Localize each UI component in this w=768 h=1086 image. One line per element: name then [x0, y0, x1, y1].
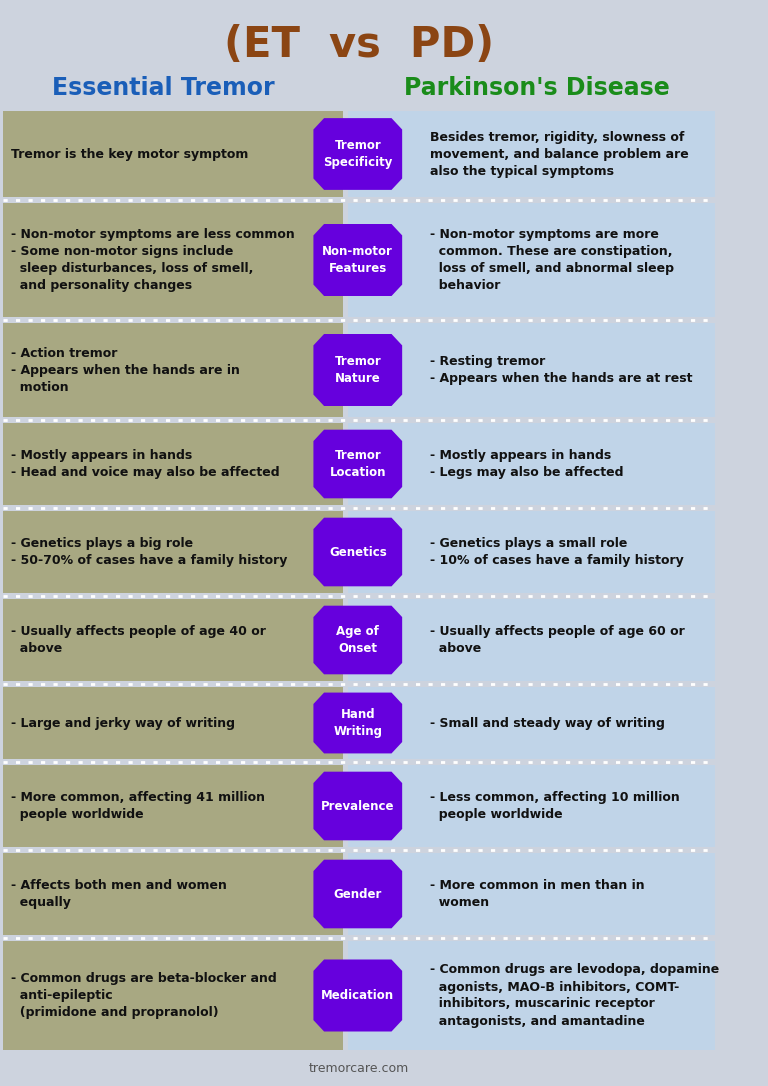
FancyBboxPatch shape: [349, 111, 715, 197]
Text: Tremor is the key motor symptom: Tremor is the key motor symptom: [12, 148, 249, 161]
FancyBboxPatch shape: [349, 765, 715, 847]
Text: Hand
Writing: Hand Writing: [333, 708, 382, 737]
Text: - Common drugs are levodopa, dopamine
  agonists, MAO-B inhibitors, COMT-
  inhi: - Common drugs are levodopa, dopamine ag…: [430, 963, 719, 1027]
Text: Gender: Gender: [333, 887, 382, 900]
Text: - Mostly appears in hands
- Legs may also be affected: - Mostly appears in hands - Legs may als…: [430, 449, 623, 479]
Text: - Genetics plays a small role
- 10% of cases have a family history: - Genetics plays a small role - 10% of c…: [430, 536, 684, 567]
Polygon shape: [313, 606, 402, 674]
Text: - Mostly appears in hands
- Head and voice may also be affected: - Mostly appears in hands - Head and voi…: [12, 449, 280, 479]
FancyBboxPatch shape: [3, 599, 343, 681]
Text: - Common drugs are beta-blocker and
  anti-epileptic
  (primidone and propranolo: - Common drugs are beta-blocker and anti…: [12, 972, 277, 1019]
Polygon shape: [313, 860, 402, 929]
FancyBboxPatch shape: [3, 765, 343, 847]
Text: - Non-motor symptoms are less common
- Some non-motor signs include
  sleep dist: - Non-motor symptoms are less common - S…: [12, 228, 295, 292]
FancyBboxPatch shape: [3, 424, 343, 505]
Text: - Non-motor symptoms are more
  common. These are constipation,
  loss of smell,: - Non-motor symptoms are more common. Th…: [430, 228, 674, 292]
Text: tremorcare.com: tremorcare.com: [309, 1061, 409, 1074]
Text: - More common, affecting 41 million
  people worldwide: - More common, affecting 41 million peop…: [12, 791, 265, 821]
FancyBboxPatch shape: [3, 203, 343, 317]
Polygon shape: [313, 430, 402, 498]
FancyBboxPatch shape: [349, 203, 715, 317]
FancyBboxPatch shape: [349, 512, 715, 593]
Polygon shape: [313, 518, 402, 586]
FancyBboxPatch shape: [349, 599, 715, 681]
Polygon shape: [313, 334, 402, 406]
FancyBboxPatch shape: [3, 687, 343, 759]
Polygon shape: [313, 224, 402, 296]
Text: (ET  vs  PD): (ET vs PD): [223, 24, 494, 66]
Text: Genetics: Genetics: [329, 545, 386, 558]
Text: - Large and jerky way of writing: - Large and jerky way of writing: [12, 717, 235, 730]
Text: Medication: Medication: [321, 989, 394, 1002]
Text: Tremor
Nature: Tremor Nature: [334, 355, 381, 384]
FancyBboxPatch shape: [349, 424, 715, 505]
FancyBboxPatch shape: [3, 323, 343, 417]
FancyBboxPatch shape: [3, 940, 343, 1050]
FancyBboxPatch shape: [349, 323, 715, 417]
Text: - Small and steady way of writing: - Small and steady way of writing: [430, 717, 664, 730]
Text: - Usually affects people of age 60 or
  above: - Usually affects people of age 60 or ab…: [430, 626, 684, 655]
Text: Age of
Onset: Age of Onset: [336, 626, 379, 655]
FancyBboxPatch shape: [3, 853, 343, 935]
Text: - Genetics plays a big role
- 50-70% of cases have a family history: - Genetics plays a big role - 50-70% of …: [12, 536, 287, 567]
Polygon shape: [313, 960, 402, 1032]
Polygon shape: [313, 118, 402, 190]
Text: - Usually affects people of age 40 or
  above: - Usually affects people of age 40 or ab…: [12, 626, 266, 655]
Text: - Action tremor
- Appears when the hands are in
  motion: - Action tremor - Appears when the hands…: [12, 346, 240, 393]
Text: - Affects both men and women
  equally: - Affects both men and women equally: [12, 879, 227, 909]
Text: Non-motor
Features: Non-motor Features: [323, 245, 393, 275]
Text: Parkinson's Disease: Parkinson's Disease: [404, 76, 670, 100]
Text: - More common in men than in
  women: - More common in men than in women: [430, 879, 644, 909]
Polygon shape: [313, 693, 402, 754]
Text: Tremor
Location: Tremor Location: [329, 450, 386, 479]
Polygon shape: [313, 772, 402, 841]
Text: Besides tremor, rigidity, slowness of
movement, and balance problem are
also the: Besides tremor, rigidity, slowness of mo…: [430, 130, 688, 177]
FancyBboxPatch shape: [3, 512, 343, 593]
FancyBboxPatch shape: [349, 940, 715, 1050]
Text: Essential Tremor: Essential Tremor: [52, 76, 275, 100]
Text: - Resting tremor
- Appears when the hands are at rest: - Resting tremor - Appears when the hand…: [430, 355, 692, 386]
FancyBboxPatch shape: [3, 111, 343, 197]
FancyBboxPatch shape: [349, 853, 715, 935]
FancyBboxPatch shape: [349, 687, 715, 759]
Text: Tremor
Specificity: Tremor Specificity: [323, 139, 392, 168]
Text: - Less common, affecting 10 million
  people worldwide: - Less common, affecting 10 million peop…: [430, 791, 680, 821]
Text: Prevalence: Prevalence: [321, 799, 395, 812]
